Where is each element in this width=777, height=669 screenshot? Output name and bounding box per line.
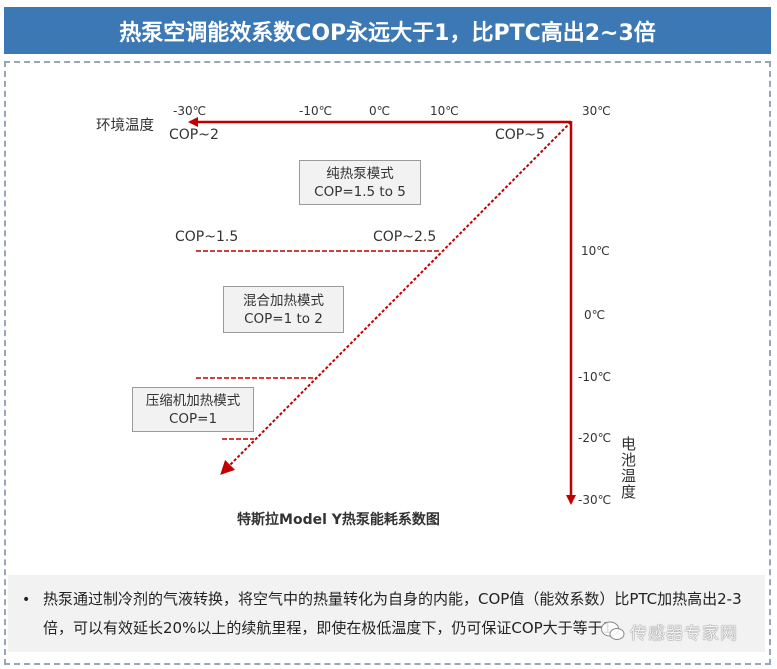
cop-label: COP~2 (169, 127, 219, 143)
caption-text: 特斯拉Model Y热泵能耗系数图 (237, 512, 440, 528)
battery-axis-label: 电池温度 (619, 436, 637, 500)
cop-label: COP~1.5 (175, 229, 239, 245)
battery-tick: -10℃ (578, 370, 612, 384)
battery-tick: -30℃ (578, 493, 612, 507)
mode-cop: COP=1 to 2 (244, 310, 323, 327)
watermark-text: 传感器专家网 (630, 623, 738, 644)
cop-label: COP~5 (495, 127, 545, 143)
mode-box-mixed-heating: 混合加热模式 COP=1 to 2 (223, 286, 344, 333)
content-frame (4, 61, 771, 665)
diagram-caption: 特斯拉Model Y热泵能耗系数图 (0, 509, 777, 529)
mode-box-pure-heatpump: 纯热泵模式 COP=1.5 to 5 (299, 160, 421, 205)
mode-cop: COP=1 (168, 410, 218, 427)
note-text: 热泵通过制冷剂的气液转换，将空气中的热量转化为自身的内能，COP值（能效系数）比… (43, 590, 742, 637)
ambient-tick: 0℃ (369, 104, 391, 118)
ambient-tick: -30℃ (173, 104, 207, 118)
ambient-axis-label: 环境温度 (96, 118, 154, 134)
bullet-icon: • (22, 592, 31, 608)
battery-tick: 10℃ (581, 244, 610, 258)
header-banner: 热泵空调能效系数COP永远大于1，比PTC高出2~3倍 (4, 7, 771, 54)
battery-tick: -20℃ (578, 431, 612, 445)
battery-tick: 0℃ (584, 308, 606, 322)
mode-cop: COP=1.5 to 5 (314, 183, 406, 200)
ambient-tick: 10℃ (430, 104, 459, 118)
ambient-tick: -10℃ (299, 104, 333, 118)
mode-box-compressor-heating: 压缩机加热模式 COP=1 (132, 387, 254, 432)
mode-name: 压缩机加热模式 (145, 392, 241, 409)
wechat-icon (601, 621, 625, 640)
page-title: 热泵空调能效系数COP永远大于1，比PTC高出2~3倍 (119, 20, 656, 46)
ambient-tick: 30℃ (582, 104, 611, 118)
cop-trend-arrow (220, 121, 572, 475)
mode-name: 纯热泵模式 (326, 165, 394, 182)
cop-label: COP~2.5 (373, 229, 437, 245)
note-box: • 热泵通过制冷剂的气液转换，将空气中的热量转化为自身的内能，COP值（能效系数… (8, 575, 765, 652)
watermark: 传感器专家网 (600, 616, 738, 646)
mode-name: 混合加热模式 (243, 292, 324, 309)
